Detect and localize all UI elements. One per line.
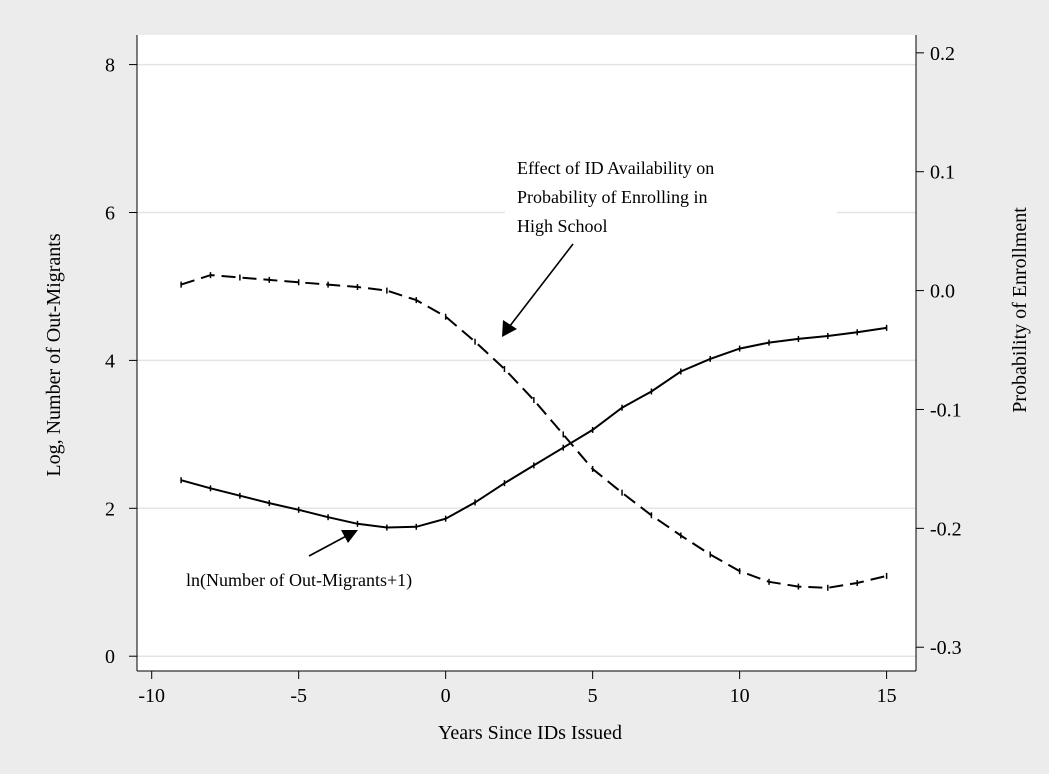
annotation-outmigrants: ln(Number of Out-Migrants+1)	[186, 570, 412, 591]
y-axis-title-left: Log, Number of Out-Migrants	[43, 233, 65, 477]
y-left-tick-label: 2	[105, 498, 115, 520]
y-right-tick-label: 0.0	[930, 281, 955, 303]
annotation-enrollment-line-2: Probability of Enrolling in	[517, 187, 708, 207]
x-tick-label: -5	[290, 685, 307, 707]
y-right-tick-label: -0.1	[930, 399, 962, 421]
y-left-tick-label: 8	[105, 55, 115, 77]
arrow-enrollment-head	[502, 320, 517, 337]
y-right-tick-label: -0.3	[930, 637, 962, 659]
x-axis-title: Years Since IDs Issued	[438, 722, 622, 744]
annotation-enrollment-line-3: High School	[517, 216, 608, 236]
x-tick-label: 10	[730, 685, 750, 707]
axes: -10 -5 0 5 10 15 0 2 4 6 8 -0.3 -0.2 -0.1 0.0 0.1 0.2	[105, 35, 962, 707]
arrow-enrollment-shaft	[505, 243, 574, 332]
y-left-tick-label: 6	[105, 202, 115, 224]
x-tick-label: 0	[441, 685, 451, 707]
annotation-box	[505, 146, 837, 246]
y-left-tick-label: 0	[105, 646, 115, 668]
y-axis-title-right: Probability of Enrollment	[1009, 207, 1031, 413]
series-layer	[180, 272, 888, 591]
y-right-tick-label: -0.2	[930, 518, 962, 540]
arrow-outmigrants-head	[341, 530, 358, 543]
plot-background	[137, 35, 916, 671]
x-tick-label: 5	[588, 685, 598, 707]
y-right-tick-label: 0.2	[930, 43, 955, 65]
y-left-tick-label: 4	[105, 350, 115, 372]
x-tick-label: 15	[877, 685, 897, 707]
x-tick-label: -10	[138, 685, 165, 707]
y-right-tick-label: 0.1	[930, 162, 955, 184]
annotation-enrollment-line-1: Effect of ID Availability on	[517, 158, 714, 178]
